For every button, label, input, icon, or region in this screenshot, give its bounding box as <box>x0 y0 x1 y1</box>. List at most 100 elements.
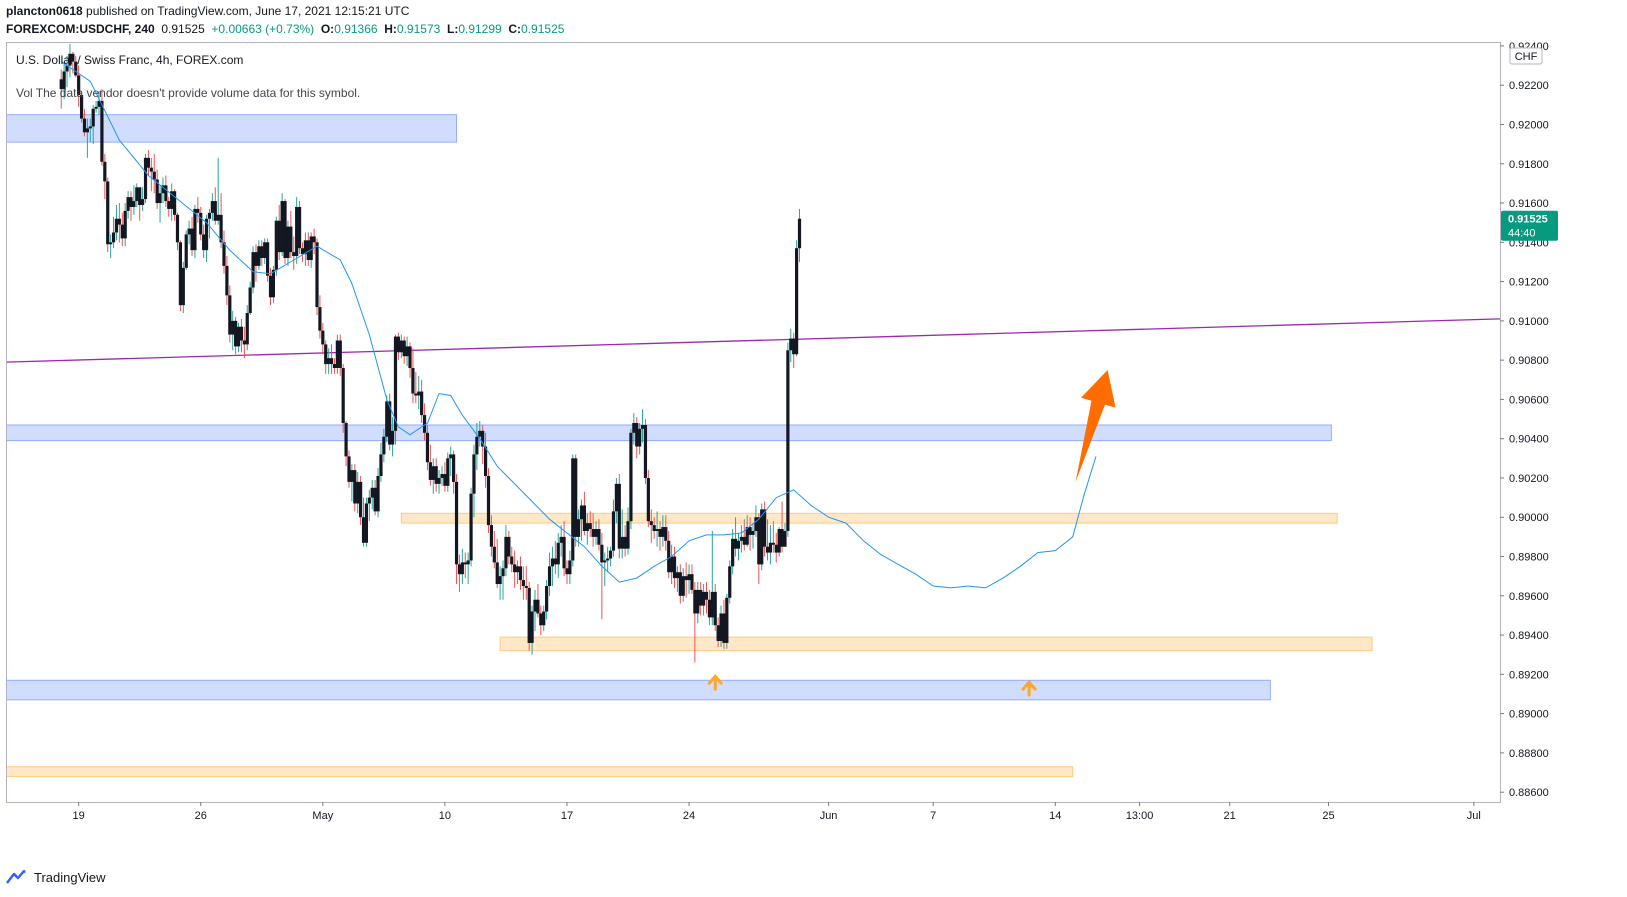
candle-body <box>135 187 139 202</box>
candle-body <box>236 326 241 347</box>
candle-body <box>655 529 659 531</box>
candle-body <box>489 525 494 547</box>
candle-body <box>187 228 191 235</box>
candle-body <box>318 307 322 331</box>
candle-body <box>257 246 261 266</box>
candle-body <box>664 527 668 541</box>
candle-body <box>524 585 528 588</box>
candle-body <box>167 201 171 209</box>
candle-body <box>364 503 369 543</box>
candle-body <box>219 214 223 243</box>
zone-blue-4 <box>6 679 1271 701</box>
high-value: 0.91573 <box>396 22 441 36</box>
candle-body <box>388 401 392 445</box>
candle-body <box>303 240 307 255</box>
candle-body <box>771 542 775 545</box>
candle-body <box>353 470 357 504</box>
candle-body <box>699 589 703 606</box>
y-tick-label: 0.90200 <box>1509 473 1549 485</box>
candle-body <box>376 476 380 512</box>
last-price: 0.91525 <box>161 22 205 36</box>
candle-body <box>719 613 723 641</box>
footer: TradingView <box>6 865 106 889</box>
candle-body <box>533 599 537 612</box>
candle-body <box>481 430 485 447</box>
candle-body <box>146 157 151 168</box>
candle-body <box>158 193 162 204</box>
candle-body <box>792 338 796 355</box>
candle-body <box>85 128 89 133</box>
candle-body <box>536 599 540 614</box>
candle-body <box>774 544 778 553</box>
tradingview-logo-icon <box>6 870 26 884</box>
candle-body <box>518 566 523 581</box>
candle-body <box>545 585 549 612</box>
plot-frame <box>6 42 1501 803</box>
candle-body <box>213 201 217 221</box>
candle-body <box>483 446 488 477</box>
candle-body <box>152 171 156 180</box>
candle-body <box>77 75 81 96</box>
candles-layer <box>59 43 802 663</box>
candle-body <box>245 313 249 345</box>
candle-body <box>600 544 604 563</box>
candle-body <box>315 242 319 308</box>
candle-body <box>571 458 575 561</box>
chart-area[interactable]: 0.92400 0.92200 0.92000 0.91800 0.91600 0.914… <box>6 42 1621 860</box>
candle-body <box>492 546 496 563</box>
tradingview-brand[interactable]: TradingView <box>34 869 106 885</box>
published-text: published on TradingView.com, June 17, 2… <box>86 4 410 18</box>
y-tick-label: 0.89400 <box>1509 630 1549 642</box>
candle-body <box>356 481 360 504</box>
candle-body <box>594 529 598 537</box>
candle-body <box>103 161 107 182</box>
candle-body <box>733 538 738 549</box>
candle-body <box>422 415 427 433</box>
candle-body <box>681 576 685 596</box>
candle-body <box>693 589 697 614</box>
candle-body <box>393 336 398 431</box>
y-tick-label: 0.89800 <box>1509 552 1549 564</box>
candle-body <box>297 206 302 249</box>
candle-body <box>736 540 741 549</box>
candle-body <box>722 613 726 643</box>
candle-body <box>704 591 709 600</box>
candle-body <box>379 454 383 477</box>
y-tick-label: 0.91200 <box>1509 277 1549 289</box>
chart-header: plancton0618 published on TradingView.co… <box>6 2 1606 42</box>
close-label: C: <box>508 22 522 36</box>
x-tick-label: 25 <box>1322 810 1334 822</box>
candle-body <box>530 611 534 643</box>
candle-body <box>117 218 121 225</box>
price-chart[interactable]: 0.924000.922000.920000.918000.916000.914… <box>6 42 1621 860</box>
price-tag-countdown: 44:40 <box>1508 228 1536 240</box>
candle-body <box>309 236 313 260</box>
candle-body <box>739 536 743 541</box>
candle-body <box>161 185 165 194</box>
candle-body <box>562 536 566 569</box>
legend-title[interactable]: U.S. Dollar / Swiss Franc, 4h, FOREX.com <box>16 53 244 67</box>
y-tick-label: 0.91600 <box>1509 198 1549 210</box>
candle-body <box>405 346 409 357</box>
candle-body <box>82 118 87 133</box>
candle-body <box>91 108 95 127</box>
publisher-name[interactable]: plancton0618 <box>6 4 83 18</box>
chart-legend: U.S. Dollar / Swiss Franc, 4h, FOREX.com… <box>16 52 360 102</box>
x-tick-label: 26 <box>195 810 207 822</box>
candle-body <box>763 509 767 547</box>
candle-body <box>768 542 773 553</box>
candle-body <box>382 436 386 455</box>
candle-body <box>184 234 188 268</box>
x-tick-label: 24 <box>683 810 695 822</box>
candle-body <box>667 540 671 573</box>
candle-body <box>210 201 214 213</box>
zone-blue-1 <box>6 424 1332 442</box>
candle-body <box>225 265 229 296</box>
price-change: +0.00663 (+0.73%) <box>211 22 315 36</box>
candle-body <box>501 568 505 577</box>
candle-body <box>513 564 517 573</box>
candle-body <box>757 517 761 565</box>
candle-body <box>603 560 607 563</box>
candle-body <box>632 422 636 433</box>
zones-layer <box>6 114 1373 777</box>
